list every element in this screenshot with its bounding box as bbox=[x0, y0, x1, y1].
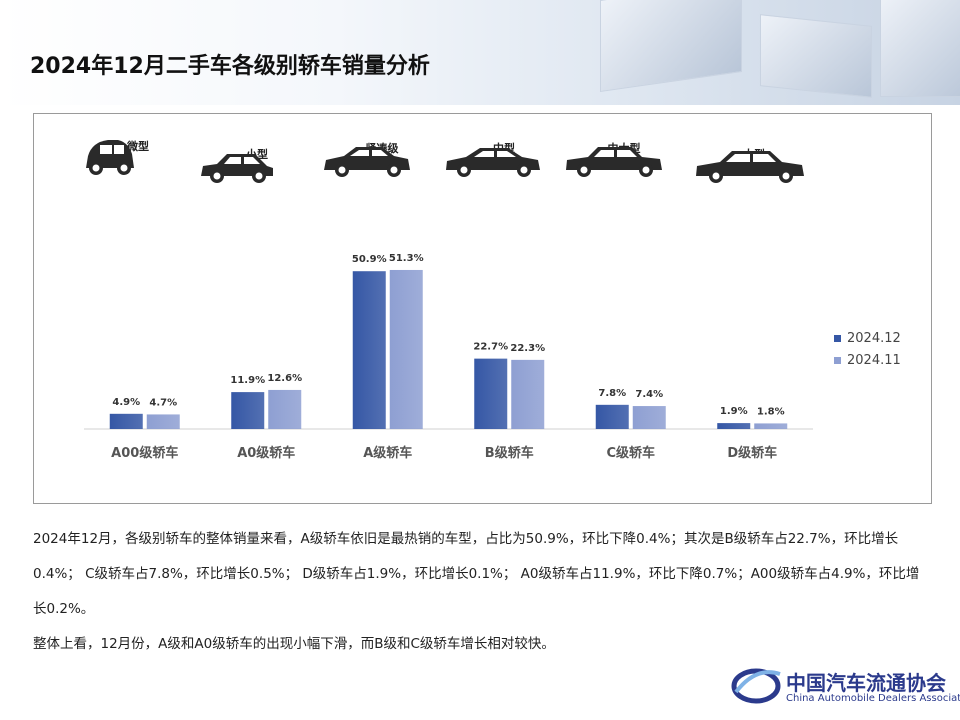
category-label: A0级轿车 bbox=[237, 445, 295, 461]
decorative-cube bbox=[760, 14, 872, 98]
chart-frame: 4.9% 4.7% A00级轿车 11.9% 12.6% A0级轿车 50.9% 51.3% A… bbox=[33, 113, 932, 504]
car-type-item: 大型 bbox=[694, 142, 814, 183]
large-sedan-icon bbox=[566, 147, 662, 177]
bar-2024-12 bbox=[109, 413, 143, 429]
logo-name-en: China Automobile Dealers Association bbox=[786, 693, 960, 704]
data-label: 11.9% bbox=[230, 375, 265, 386]
bar-2024-12 bbox=[595, 404, 629, 429]
bar-2024-11 bbox=[389, 269, 423, 429]
data-label: 51.3% bbox=[389, 253, 424, 264]
data-label: 7.4% bbox=[635, 389, 663, 400]
summary-paragraph: 2024年12月，各级别轿车的整体销量来看，A级轿车依旧是最热销的车型，占比为5… bbox=[33, 531, 920, 617]
data-label: 22.7% bbox=[473, 342, 508, 353]
chart-legend: 2024.12 2024.11 bbox=[834, 327, 901, 371]
summary-paragraph: 整体上看，12月份，A级和A0级轿车的出现小幅下滑，而B级和C级轿车增长相对较快… bbox=[33, 636, 555, 652]
bar-2024-12 bbox=[474, 358, 508, 429]
compact-sedan-icon bbox=[324, 147, 410, 177]
data-label: 1.9% bbox=[720, 406, 748, 417]
bar-2024-11 bbox=[146, 414, 180, 429]
legend-swatch bbox=[834, 334, 841, 342]
hatchback-car-icon bbox=[201, 154, 273, 183]
bar-2024-11 bbox=[268, 389, 302, 429]
car-type-item: 中型 bbox=[444, 136, 564, 177]
full-size-sedan-icon bbox=[696, 151, 804, 183]
bar-2024-11 bbox=[511, 359, 545, 429]
data-label: 12.6% bbox=[267, 373, 302, 384]
legend-swatch bbox=[834, 356, 841, 364]
data-label: 22.3% bbox=[510, 343, 545, 354]
decorative-cube bbox=[880, 0, 960, 97]
decorative-cube bbox=[600, 0, 742, 92]
bar-2024-11 bbox=[754, 423, 788, 429]
category-label: A00级轿车 bbox=[111, 445, 178, 461]
data-label: 1.8% bbox=[757, 406, 785, 417]
data-label: 4.7% bbox=[149, 397, 177, 408]
bar-2024-12 bbox=[717, 423, 751, 429]
category-label: B级轿车 bbox=[485, 445, 534, 461]
car-type-label: 微型 bbox=[127, 140, 149, 153]
legend-label: 2024.11 bbox=[847, 352, 901, 368]
legend-item: 2024.11 bbox=[834, 349, 901, 371]
car-type-item: 微型 bbox=[78, 134, 198, 175]
category-label: C级轿车 bbox=[606, 445, 655, 461]
cada-logo-mark bbox=[731, 668, 781, 704]
logo-name-cn: 中国汽车流通协会 bbox=[786, 671, 946, 695]
bar-chart: 4.9% 4.7% A00级轿车 11.9% 12.6% A0级轿车 50.9% 51.3% A… bbox=[84, 253, 813, 461]
category-label: A级轿车 bbox=[363, 445, 412, 461]
car-type-item: 紧凑级 bbox=[322, 136, 442, 177]
summary-text: 2024年12月，各级别轿车的整体销量来看，A级轿车依旧是最热销的车型，占比为5… bbox=[33, 522, 923, 662]
car-type-item: 小型 bbox=[197, 142, 317, 183]
page-title: 2024年12月二手车各级别轿车销量分析 bbox=[30, 54, 430, 79]
cada-logo: 中国汽车流通协会 China Automobile Dealers Associ… bbox=[730, 662, 960, 712]
bar-2024-12 bbox=[231, 392, 265, 429]
data-label: 4.9% bbox=[112, 397, 140, 408]
header-banner bbox=[0, 0, 960, 105]
data-label: 50.9% bbox=[352, 254, 387, 265]
category-label: D级轿车 bbox=[727, 445, 777, 461]
legend-item: 2024.12 bbox=[834, 327, 901, 349]
car-type-item: 中大型 bbox=[564, 136, 684, 177]
micro-car-icon bbox=[86, 140, 134, 175]
bar-2024-11 bbox=[632, 406, 666, 429]
data-label: 7.8% bbox=[598, 388, 626, 399]
bar-2024-12 bbox=[352, 271, 386, 429]
midsize-sedan-icon bbox=[446, 148, 540, 177]
legend-label: 2024.12 bbox=[847, 330, 901, 346]
